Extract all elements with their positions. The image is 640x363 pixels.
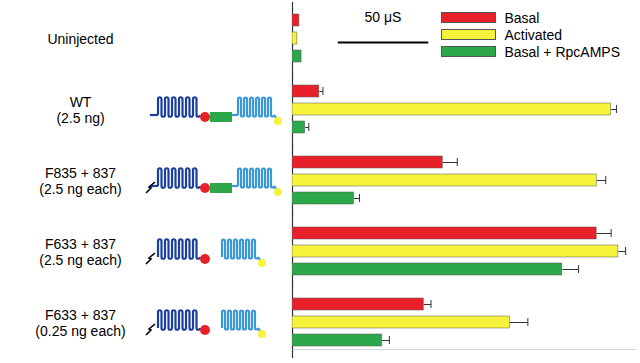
svg-text:50 μS: 50 μS: [365, 9, 402, 25]
svg-text:F633 + 837(0.25 ng each): F633 + 837(0.25 ng each): [35, 307, 125, 339]
svg-text:Uninjected: Uninjected: [47, 31, 113, 47]
svg-text:F835 + 837(2.5 ng each): F835 + 837(2.5 ng each): [39, 165, 122, 197]
svg-text:F633 + 837(2.5 ng each): F633 + 837(2.5 ng each): [39, 236, 122, 268]
html-text:Basal: Basal: [504, 9, 540, 26]
html-text:Activated: Activated: [504, 26, 562, 43]
html-text:Basal + RpcAMPS: Basal + RpcAMPS: [504, 43, 620, 60]
svg-text:WT(2.5 ng): WT(2.5 ng): [56, 94, 104, 126]
